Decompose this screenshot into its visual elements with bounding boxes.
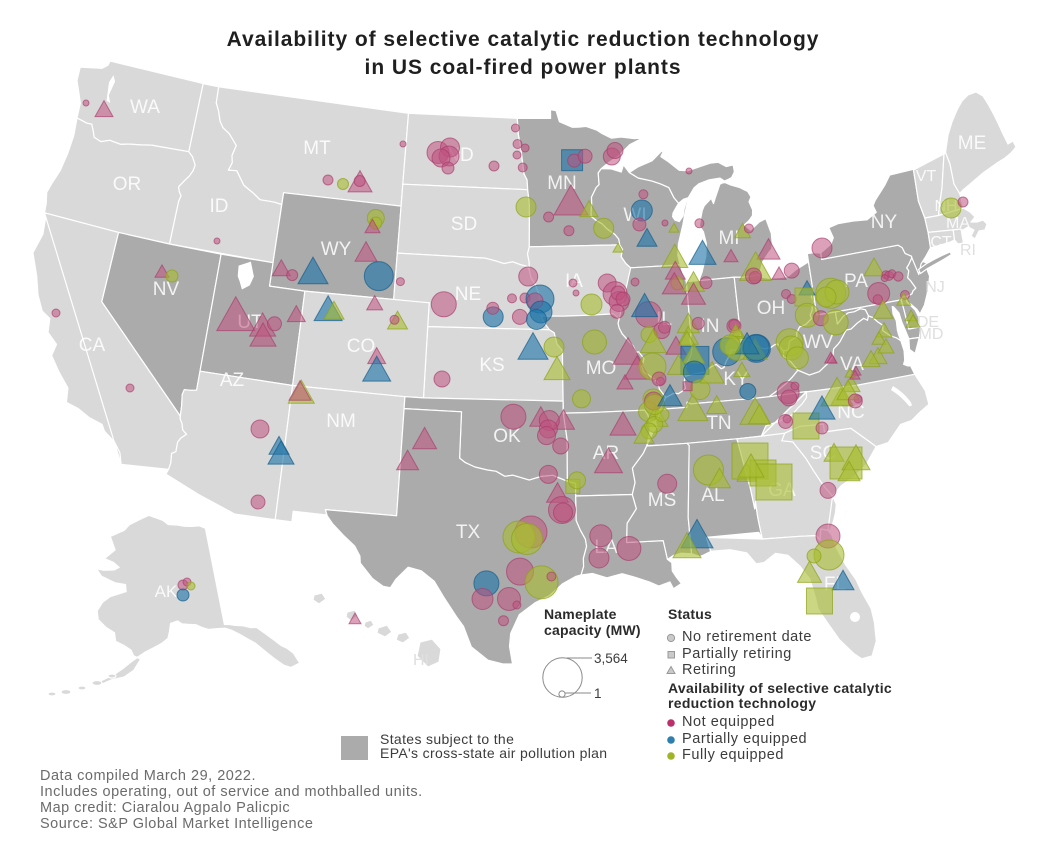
svg-text:NJ: NJ — [925, 279, 945, 296]
svg-text:NE: NE — [455, 284, 481, 305]
svg-text:MI: MI — [718, 228, 739, 249]
svg-text:SD: SD — [451, 214, 477, 235]
svg-text:HI: HI — [413, 652, 429, 669]
svg-text:IN: IN — [701, 316, 720, 337]
svg-text:TN: TN — [706, 413, 731, 434]
svg-text:MA: MA — [946, 215, 970, 232]
svg-text:CA: CA — [79, 335, 106, 356]
svg-text:1: 1 — [594, 686, 602, 701]
svg-text:DE: DE — [917, 314, 939, 331]
svg-text:AK: AK — [155, 582, 178, 601]
svg-text:WY: WY — [321, 239, 352, 260]
svg-text:KS: KS — [479, 355, 504, 376]
svg-text:MS: MS — [648, 490, 677, 511]
svg-text:OH: OH — [757, 298, 786, 319]
svg-text:OR: OR — [113, 174, 142, 195]
svg-text:ID: ID — [210, 196, 229, 217]
svg-text:PA: PA — [844, 271, 868, 292]
svg-text:WA: WA — [130, 97, 160, 118]
svg-text:AZ: AZ — [220, 370, 245, 391]
svg-text:NY: NY — [871, 212, 898, 233]
svg-text:RI: RI — [960, 242, 976, 259]
svg-text:OK: OK — [493, 426, 521, 447]
svg-text:CT: CT — [930, 234, 952, 251]
svg-text:MO: MO — [586, 358, 617, 379]
svg-text:NM: NM — [326, 411, 356, 432]
svg-text:NV: NV — [153, 279, 180, 300]
svg-text:VT: VT — [916, 168, 937, 185]
svg-text:MD: MD — [919, 326, 944, 343]
svg-text:WV: WV — [803, 332, 834, 353]
svg-text:CO: CO — [347, 336, 376, 357]
svg-text:MT: MT — [303, 138, 331, 159]
svg-text:AL: AL — [701, 485, 724, 506]
svg-text:ME: ME — [958, 133, 987, 154]
svg-text:TX: TX — [456, 522, 481, 543]
svg-text:3,564: 3,564 — [594, 651, 628, 666]
